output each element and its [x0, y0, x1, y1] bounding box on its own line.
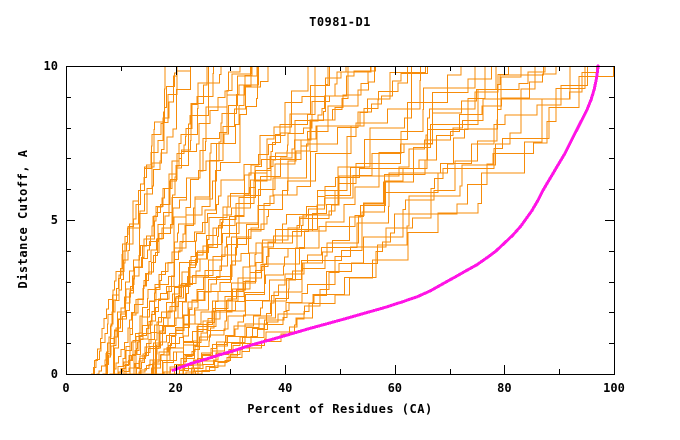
background-curve [166, 66, 486, 375]
x-tick-label: 80 [497, 381, 512, 395]
background-curve [158, 66, 428, 375]
background-curve [117, 66, 258, 375]
background-curve [125, 66, 269, 375]
background-curve [114, 66, 253, 375]
background-curve [116, 66, 251, 375]
background-curve [182, 66, 597, 375]
background-curve [102, 66, 209, 375]
background-curve [146, 66, 371, 375]
background-curve [92, 66, 191, 375]
background-curve [157, 66, 412, 375]
background-curve [155, 66, 462, 375]
x-axis-label: Percent of Residues (CA) [247, 402, 433, 416]
x-tick-label: 60 [387, 381, 403, 395]
y-tick-label: 10 [43, 59, 58, 73]
background-curve [183, 66, 536, 375]
y-tick-label: 0 [50, 367, 58, 381]
x-tick-label: 40 [277, 381, 293, 395]
highlighted-curve [171, 64, 600, 372]
x-tick-label: 0 [62, 381, 70, 395]
background-curve [178, 66, 614, 375]
background-curve [166, 66, 509, 375]
background-curve-group [91, 66, 614, 375]
background-curve [186, 66, 586, 375]
background-curve [120, 66, 253, 375]
chart-title: T0981-D1 [309, 15, 371, 29]
background-curve [111, 66, 208, 375]
background-curve [150, 66, 476, 375]
background-curve [135, 66, 372, 375]
tick-group [65, 65, 616, 376]
background-curve [148, 66, 376, 375]
background-curve [103, 66, 222, 375]
x-tick-label: 100 [603, 381, 625, 395]
background-curve [91, 66, 166, 375]
background-curve [147, 66, 426, 375]
background-curve [189, 66, 571, 375]
y-tick-label: 5 [50, 213, 58, 227]
background-curve [96, 66, 178, 375]
background-curve [104, 66, 178, 375]
x-tick-label: 20 [168, 381, 183, 395]
background-curve [111, 66, 215, 375]
background-curve [150, 66, 376, 375]
background-curve [132, 66, 259, 375]
background-curve [130, 66, 347, 375]
